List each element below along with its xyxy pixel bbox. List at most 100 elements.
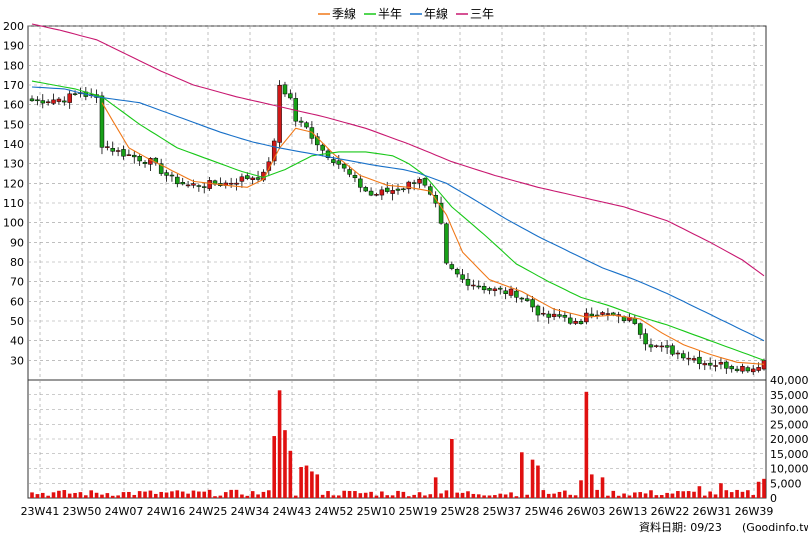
- volume-bar: [223, 492, 228, 498]
- candle-body: [352, 175, 358, 179]
- volume-bar: [89, 490, 94, 498]
- volume-bar: [207, 489, 212, 498]
- candle-body: [62, 100, 67, 103]
- price-tick-label: 50: [10, 315, 24, 328]
- x-tick-label: 25W28: [441, 505, 480, 518]
- volume-bar: [552, 493, 556, 498]
- volume-bar: [342, 490, 346, 498]
- volume-bar: [94, 492, 99, 498]
- price-tick-label: 200: [3, 20, 24, 33]
- volume-bar: [84, 495, 88, 498]
- volume-bar: [568, 494, 573, 498]
- volume-tick-label: 10,000: [770, 463, 808, 476]
- volume-bar: [412, 494, 416, 498]
- volume-bar: [385, 495, 390, 498]
- volume-bar: [600, 477, 605, 498]
- candle-body: [750, 368, 756, 373]
- candle-body: [315, 136, 320, 146]
- volume-bar: [627, 495, 632, 498]
- volume-bar: [681, 491, 686, 498]
- candle-body: [67, 93, 72, 103]
- volume-bar: [450, 439, 454, 498]
- price-tick-label: 160: [3, 99, 24, 112]
- candle-body: [503, 290, 508, 294]
- volume-bar: [622, 493, 626, 498]
- volume-bar: [659, 495, 664, 498]
- candle-body: [126, 154, 132, 156]
- volume-bar: [530, 459, 535, 498]
- candle-body: [29, 98, 35, 102]
- candle-body: [492, 288, 498, 291]
- candle-body: [632, 317, 638, 324]
- volume-bar: [654, 495, 659, 498]
- candle-body: [320, 144, 325, 151]
- candle-body: [740, 365, 745, 372]
- candle-body: [35, 99, 40, 102]
- volume-bar: [498, 493, 503, 498]
- candle-body: [508, 288, 514, 296]
- volume-bar: [159, 491, 163, 498]
- candle-body: [578, 320, 584, 325]
- candle-body: [277, 84, 282, 143]
- x-tick-label: 24W07: [105, 505, 144, 518]
- legend-label-1: 半年: [378, 7, 402, 21]
- candle-body: [664, 345, 670, 348]
- price-tick-label: 190: [3, 40, 24, 53]
- candle-body: [567, 317, 573, 324]
- volume-bar: [369, 491, 373, 498]
- volume-bar: [197, 491, 201, 498]
- volume-bar: [283, 430, 287, 498]
- candle-body: [374, 194, 379, 196]
- x-tick-label: 24W43: [273, 505, 312, 518]
- candle-body: [158, 163, 164, 174]
- volume-bar: [428, 494, 433, 498]
- volume-bar: [557, 491, 562, 498]
- candle-body: [51, 99, 56, 104]
- volume-bar: [315, 474, 320, 498]
- candle-body: [228, 182, 234, 185]
- volume-bar: [272, 436, 277, 498]
- x-tick-label: 26W22: [651, 505, 690, 518]
- volume-bar: [175, 490, 180, 498]
- candle-body: [465, 278, 471, 286]
- ma-line-0: [101, 102, 765, 365]
- volume-bar: [713, 494, 718, 498]
- volume-bar: [589, 474, 594, 498]
- price-tick-label: 180: [3, 59, 24, 72]
- candle-body: [530, 299, 535, 308]
- candle-body: [734, 368, 740, 371]
- volume-bar: [363, 492, 368, 498]
- volume-bar: [611, 490, 616, 498]
- volume-bar: [670, 493, 675, 498]
- volume-tick-label: 30,000: [770, 404, 808, 417]
- volume-bar: [702, 495, 707, 498]
- x-tick-label: 24W25: [189, 505, 228, 518]
- volume-bar: [519, 452, 524, 498]
- volume-bar: [170, 491, 174, 498]
- x-tick-label: 26W03: [567, 505, 606, 518]
- candle-body: [487, 288, 492, 291]
- volume-bar: [444, 490, 449, 498]
- candle-body: [336, 160, 342, 165]
- volume-bar: [396, 490, 400, 498]
- candle-body: [697, 356, 702, 365]
- volume-bar: [180, 491, 185, 498]
- volume-bar: [62, 490, 67, 498]
- volume-bar: [616, 495, 621, 498]
- volume-bar: [153, 493, 158, 498]
- volume-bar: [406, 496, 411, 498]
- volume-bar: [73, 492, 77, 498]
- volume-bar: [202, 491, 207, 498]
- x-tick-label: 26W13: [609, 505, 648, 518]
- candle-body: [379, 189, 385, 196]
- candle-body: [347, 169, 352, 175]
- volume-bar: [676, 491, 680, 498]
- volume-bar: [110, 495, 115, 498]
- price-axis: 30 40 50 60 70 80 90 100 110 120 130 140 150 160 170 18…: [3, 20, 24, 367]
- ma-line-3: [31, 23, 765, 277]
- candle-body: [395, 188, 401, 191]
- candle-body: [207, 180, 212, 189]
- candle-body: [164, 172, 169, 176]
- candle-body: [142, 162, 148, 164]
- volume-bar: [746, 490, 750, 498]
